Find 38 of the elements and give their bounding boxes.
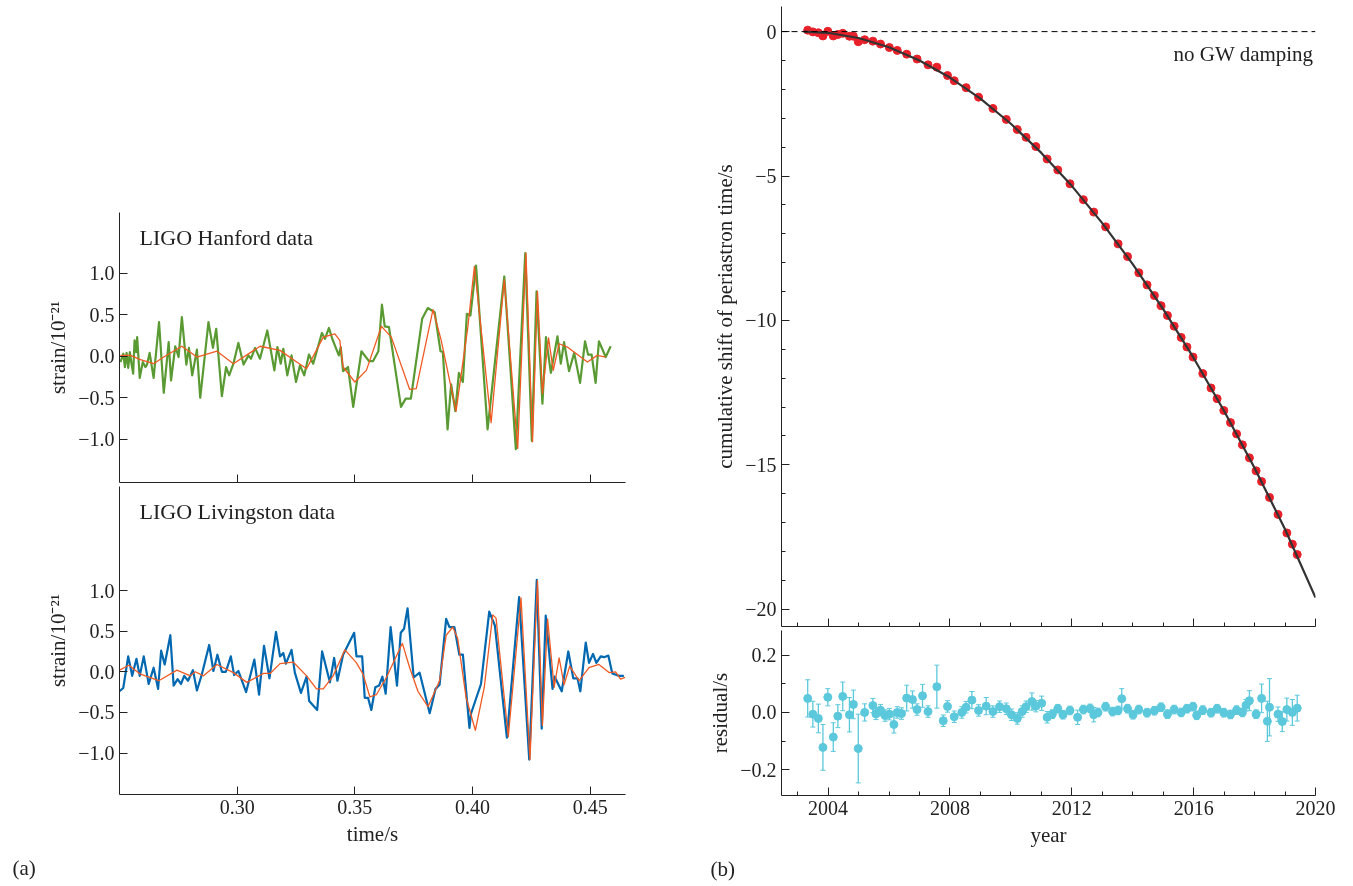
y-axis-title: cumulative shift of periastron time/s (713, 164, 738, 469)
y-tick-label: −1.0 (78, 742, 115, 765)
y-tick-label: −20 (745, 598, 777, 621)
y-tick-label: 0.5 (89, 303, 115, 326)
x-tick-label: 0.30 (219, 795, 255, 818)
y-tick-label: −10 (745, 309, 777, 332)
x-axis-title: time/s (346, 821, 399, 846)
x-tick-label: 2016 (1173, 796, 1214, 819)
y-tick-label: −1.0 (78, 428, 115, 451)
text: (b) (710, 856, 735, 881)
y-tick-label: 0.5 (89, 620, 115, 643)
x-tick-label: 2004 (808, 796, 849, 819)
y-tick-label: −0.5 (78, 701, 115, 724)
y-tick-label: −5 (755, 165, 777, 188)
x-tick-label: 2020 (1295, 796, 1336, 819)
x-tick-label: 0.45 (572, 795, 608, 818)
y-tick-label: 0 (766, 20, 777, 43)
x-tick-label: 2008 (929, 796, 970, 819)
y-tick-label: 0.0 (751, 701, 777, 724)
y-tick-label: 0.0 (89, 660, 115, 683)
x-tick-label: 0.40 (455, 795, 491, 818)
y-tick-label: 1.0 (89, 579, 115, 602)
y-tick-label: 1.0 (89, 262, 115, 285)
y-tick-label: −0.2 (740, 758, 777, 781)
y-tick-label: 0.2 (751, 644, 777, 667)
y-axis-title: strain/10⁻²¹ (46, 593, 71, 688)
y-axis-title: residual/s (708, 672, 733, 754)
y-tick-label: −15 (745, 453, 777, 476)
x-axis-title: year (1030, 822, 1067, 847)
x-tick-label: 0.35 (337, 795, 373, 818)
y-axis-title: strain/10⁻²¹ (46, 300, 71, 395)
y-tick-label: −0.5 (78, 386, 115, 409)
x-tick-label: 2012 (1051, 796, 1092, 819)
text: (a) (12, 855, 36, 880)
ref-line-label: no GW damping (1173, 41, 1314, 66)
text: LIGO Livingston data (139, 498, 336, 524)
text: LIGO Hanford data (139, 224, 314, 250)
y-tick-label: 0.0 (89, 345, 115, 368)
